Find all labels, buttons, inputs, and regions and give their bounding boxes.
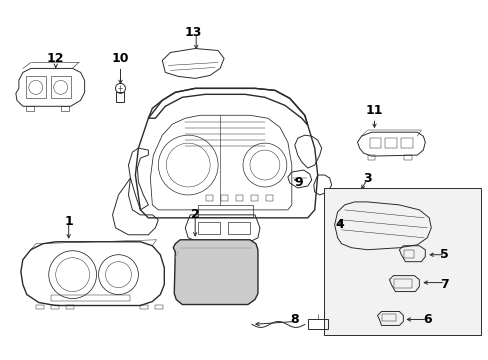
Text: 3: 3: [363, 171, 371, 185]
Text: 11: 11: [365, 104, 383, 117]
Bar: [206, 195, 213, 201]
Text: 5: 5: [439, 248, 447, 261]
Bar: [198, 205, 252, 217]
Bar: [382, 315, 396, 321]
Polygon shape: [173, 240, 258, 305]
Bar: [369, 138, 381, 148]
Bar: [236, 195, 243, 201]
Bar: [307, 319, 327, 329]
Bar: [394, 279, 411, 288]
Bar: [404, 155, 411, 160]
Bar: [227, 222, 249, 234]
Bar: [404, 250, 413, 258]
Text: 12: 12: [47, 52, 64, 65]
Bar: [26, 76, 46, 98]
Text: 1: 1: [64, 215, 73, 228]
Bar: [385, 138, 397, 148]
Bar: [61, 106, 68, 111]
Bar: [140, 305, 148, 310]
Text: 7: 7: [439, 278, 447, 291]
Bar: [51, 294, 130, 301]
Bar: [401, 138, 412, 148]
Bar: [36, 305, 44, 310]
Text: 6: 6: [422, 313, 431, 326]
Bar: [367, 155, 375, 160]
Bar: [26, 106, 34, 111]
Bar: [265, 195, 272, 201]
Text: 4: 4: [335, 218, 343, 231]
Text: 9: 9: [294, 176, 303, 189]
Bar: [221, 195, 227, 201]
Bar: [250, 195, 258, 201]
Bar: [198, 222, 220, 234]
Bar: [116, 92, 124, 102]
Text: 8: 8: [290, 313, 299, 326]
Text: 2: 2: [190, 208, 199, 221]
Bar: [51, 76, 71, 98]
Text: 13: 13: [184, 26, 202, 39]
Bar: [155, 305, 163, 310]
Bar: [323, 188, 480, 336]
Text: 10: 10: [111, 52, 129, 65]
Bar: [65, 305, 74, 310]
Bar: [51, 305, 59, 310]
